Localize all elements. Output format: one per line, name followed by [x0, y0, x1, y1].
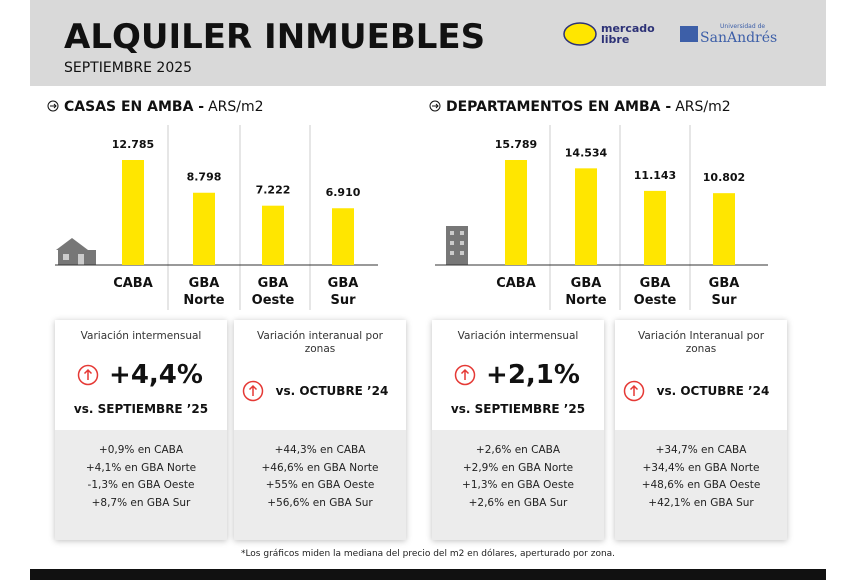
bar [332, 208, 354, 265]
bar [505, 160, 527, 265]
bar [122, 160, 144, 265]
chart-title-text: DEPARTAMENTOS EN AMBA - [446, 99, 671, 115]
card-comparison: vs. SEPTIEMBRE ’25 [450, 402, 586, 416]
logo-text: mercado [601, 22, 655, 35]
category-label-line: GBA [258, 276, 289, 291]
header-subtitle: SEPTIEMBRE 2025 [64, 60, 192, 76]
card-detail: +34,4% en GBA Norte [642, 461, 760, 474]
card-detail: +8,7% en GBA Sur [91, 496, 191, 509]
card-value: +2,1% [486, 360, 580, 390]
house-icon [56, 238, 96, 265]
header-title: ALQUILER INMUEBLES [64, 17, 485, 57]
up-arrow-icon [77, 364, 99, 386]
card-detail: +42,1% en GBA Sur [648, 496, 754, 509]
card-title: Variación interanual por zonas [257, 330, 383, 355]
card-title: Variación Interanual por zonas [637, 330, 765, 355]
card-title: Variación intermensual [80, 330, 202, 342]
card-detail: +34,7% en CABA [655, 444, 747, 456]
category-label-line: Norte [565, 293, 606, 308]
category-label-line: GBA [709, 276, 740, 291]
category-label: GBA Sur [709, 276, 740, 308]
card-detail: +1,3% en GBA Oeste [462, 479, 574, 491]
value-label: 8.798 [187, 171, 222, 184]
logo-icon [563, 22, 597, 46]
card-detail: +55% en GBA Oeste [265, 479, 375, 491]
bar [262, 205, 284, 265]
chart-unit: ARS/m2 [208, 99, 263, 115]
logo-icon [680, 26, 698, 42]
category-label: GBA Norte [183, 276, 224, 308]
card-detail: +48,6% en GBA Oeste [641, 479, 761, 491]
card-details: +34,7% en CABA +34,4% en GBA Norte +48,6% … [615, 430, 787, 540]
card-comparison: vs. OCTUBRE ’24 [275, 384, 389, 398]
building-icon [446, 226, 468, 265]
category-label-line: Norte [183, 293, 224, 308]
value-label: 6.910 [326, 186, 361, 199]
category-label: CABA [496, 276, 536, 291]
card: Variación Interanual por zonas vs. OCTUBR… [615, 320, 787, 540]
card-value: +4,4% [109, 360, 203, 390]
footnote: *Los gráficos miden la mediana del preci… [241, 548, 615, 559]
card-title: Variación intermensual [457, 330, 579, 342]
chart-unit: ARS/m2 [675, 99, 730, 115]
card-details: +44,3% en CABA +46,6% en GBA Norte +55% en… [234, 430, 406, 540]
category-label: CABA [113, 276, 153, 291]
card-detail: +46,6% en GBA Norte [261, 461, 379, 474]
category-label-line: Oeste [252, 293, 295, 308]
card-details: +0,9% en CABA +4,1% en GBA Norte -1,3% en … [55, 430, 227, 540]
bar [644, 190, 666, 265]
card: Variación intermensual +2,1% vs. SEPTIEMBR… [432, 320, 604, 540]
up-arrow-icon [454, 364, 476, 386]
title-bullet-arrow [432, 103, 439, 109]
card-comparison: vs. OCTUBRE ’24 [656, 384, 770, 398]
category-label-line: Sur [711, 293, 737, 308]
footer-band [30, 569, 826, 580]
bar [193, 192, 215, 265]
card-detail: +2,6% en CABA [475, 444, 561, 456]
header-band [30, 0, 826, 86]
up-arrow-icon [623, 380, 645, 402]
category-label: GBA Oeste [634, 276, 677, 308]
category-label-line: GBA [640, 276, 671, 291]
card-detail: +0,9% en CABA [98, 444, 184, 456]
chart-title: CASAS EN AMBA - ARS/m2 [64, 99, 264, 115]
logo-text: libre [601, 33, 629, 46]
card-detail: +2,9% en GBA Norte [462, 461, 574, 474]
card-details: +2,6% en CABA +2,9% en GBA Norte +1,3% en … [432, 430, 604, 540]
value-label: 12.785 [112, 138, 154, 151]
value-label: 10.802 [703, 171, 745, 184]
title-bullet [429, 100, 441, 112]
card-detail: -1,3% en GBA Oeste [87, 479, 195, 491]
category-label: GBA Sur [328, 276, 359, 308]
title-bullet [47, 100, 59, 112]
logo-text: Universidad de [720, 23, 765, 30]
card-detail: +44,3% en CABA [274, 444, 366, 456]
logo-text: SanAndrés [700, 30, 777, 46]
category-label-line: GBA [328, 276, 359, 291]
category-label: GBA Norte [565, 276, 606, 308]
value-label: 14.534 [565, 146, 608, 159]
card: Variación interanual por zonas vs. OCTUBR… [234, 320, 406, 540]
category-label-line: GBA [189, 276, 220, 291]
chart-title-text: CASAS EN AMBA - [64, 99, 204, 115]
category-label-line: Sur [330, 293, 356, 308]
up-arrow-icon [242, 380, 264, 402]
bar [713, 193, 735, 265]
card: Variación intermensual +4,4% vs. SEPTIEMBR… [55, 320, 227, 540]
bar [575, 168, 597, 265]
title-bullet-arrow [50, 103, 57, 109]
chart-title: DEPARTAMENTOS EN AMBA - ARS/m2 [446, 99, 731, 115]
category-label: GBA Oeste [252, 276, 295, 308]
card-detail: +4,1% en GBA Norte [85, 461, 197, 474]
category-label-line: GBA [571, 276, 602, 291]
card-detail: +56,6% en GBA Sur [267, 496, 373, 509]
card-detail: +2,6% en GBA Sur [468, 496, 568, 509]
value-label: 11.143 [634, 169, 676, 182]
value-label: 15.789 [495, 138, 537, 151]
category-label-line: Oeste [634, 293, 677, 308]
card-comparison: vs. SEPTIEMBRE ’25 [73, 402, 209, 416]
value-label: 7.222 [256, 184, 291, 197]
